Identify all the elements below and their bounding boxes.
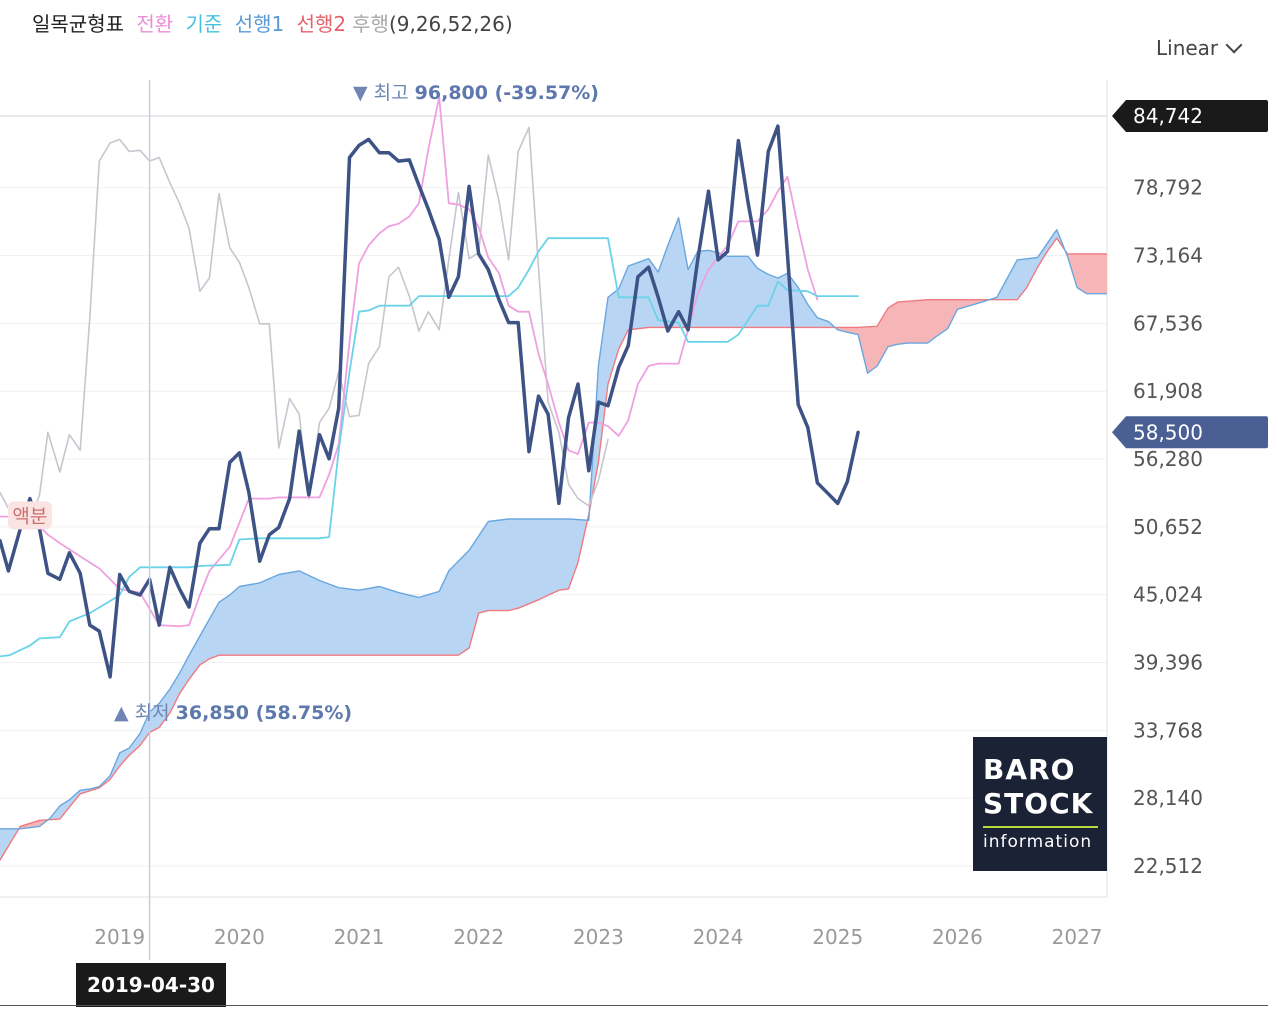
scale-select-value: Linear — [1156, 36, 1219, 60]
y-tick-label: 50,652 — [1133, 515, 1203, 539]
legend-params: (9,26,52,26) — [388, 12, 513, 36]
y-tick-label: 73,164 — [1133, 244, 1203, 268]
crosshair-date-label: 2019-04-30 — [76, 963, 226, 1007]
legend-leading-span-1[interactable]: 선행1 — [234, 12, 285, 36]
legend-leading-span-2[interactable]: 선행2 — [296, 12, 347, 36]
low-annotation-prefix: ▲ 최저 — [114, 702, 176, 724]
y-tick-label: 67,536 — [1133, 311, 1203, 335]
cloud-tag-label: 액분 — [12, 505, 47, 527]
scale-select[interactable]: Linear — [1156, 36, 1243, 60]
high-annotation-value: 96,800 (-39.57%) — [415, 82, 599, 104]
y-tick-label: 39,396 — [1133, 651, 1203, 675]
y-tick-label: 22,512 — [1133, 854, 1203, 878]
plot-layer — [0, 96, 1107, 861]
bottom-axis-line — [0, 1005, 1268, 1006]
y-tick-label: 61,908 — [1133, 379, 1203, 403]
x-tick-label: 2021 — [334, 925, 385, 949]
logo-line-1: BARO — [983, 753, 1076, 786]
price-badge-label: 84,742 — [1133, 104, 1203, 128]
x-tick-label: 2024 — [693, 925, 744, 949]
y-tick-label: 33,768 — [1133, 718, 1203, 742]
price-line — [0, 124, 860, 679]
conversion-line — [0, 96, 819, 628]
cloud-bullish-fill — [1063, 247, 1107, 294]
x-tick-label: 2019 — [94, 925, 145, 949]
high-annotation-prefix: ▼ 최고 — [353, 82, 415, 104]
senkou-span-2-line — [0, 237, 1107, 861]
x-tick-label: 2026 — [932, 925, 983, 949]
legend-base[interactable]: 기준 — [185, 12, 223, 36]
logo-divider — [983, 826, 1098, 828]
high-annotation: ▼ 최고 96,800 (-39.57%) — [353, 82, 599, 104]
price-badge-background — [1112, 416, 1268, 449]
low-annotation-value: 36,850 (58.75%) — [176, 702, 352, 724]
y-tick-label: 56,280 — [1133, 447, 1203, 471]
legend-lagging[interactable]: 후행 — [352, 12, 389, 36]
cloud-tag-background — [7, 501, 52, 530]
logo-line-3: information — [983, 832, 1093, 852]
legend-title: 일목균형표 — [32, 12, 124, 36]
x-tick-label: 2022 — [453, 925, 504, 949]
indicator-legend: 일목균형표 전환 기준 선행1 선행2 후행(9,26,52,26) — [32, 8, 519, 37]
y-tick-label: 78,792 — [1133, 176, 1203, 200]
low-annotation: ▲ 최저 36,850 (58.75%) — [114, 702, 352, 724]
x-tick-label: 2023 — [573, 925, 624, 949]
cloud-bullish-fill — [834, 299, 989, 374]
price-badge-label: 58,500 — [1133, 420, 1203, 444]
price-badge-background — [1112, 100, 1268, 132]
senkou-span-1-line — [0, 217, 1107, 830]
x-tick-label: 2027 — [1052, 925, 1103, 949]
baro-stock-logo: BARO STOCK information — [973, 737, 1107, 871]
y-tick-label: 28,140 — [1133, 786, 1203, 810]
legend-conversion[interactable]: 전환 — [136, 12, 174, 36]
y-tick-label: 45,024 — [1133, 583, 1203, 607]
x-tick-label: 2025 — [812, 925, 863, 949]
cloud-bearish-fill — [46, 519, 587, 821]
logo-line-2: STOCK — [983, 787, 1094, 820]
x-tick-label: 2020 — [214, 925, 265, 949]
